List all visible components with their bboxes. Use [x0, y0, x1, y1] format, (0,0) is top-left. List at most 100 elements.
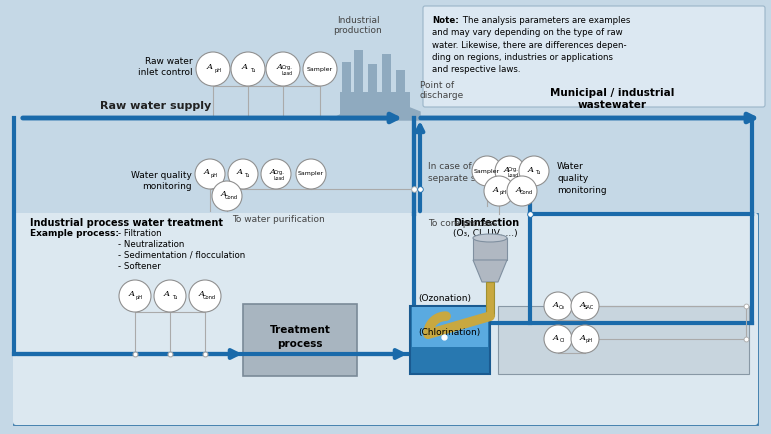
Text: Tu: Tu: [250, 68, 255, 73]
Text: pH: pH: [500, 190, 507, 195]
Circle shape: [154, 280, 186, 312]
Text: Load: Load: [508, 173, 519, 178]
Circle shape: [228, 159, 258, 189]
Polygon shape: [473, 260, 507, 282]
Circle shape: [303, 52, 337, 86]
Text: A: A: [528, 165, 534, 174]
Text: SAC: SAC: [584, 305, 594, 309]
Text: Load: Load: [274, 176, 284, 181]
Text: pH: pH: [210, 173, 217, 178]
Text: Example process:: Example process:: [30, 229, 119, 238]
Text: A: A: [270, 168, 276, 177]
Circle shape: [261, 159, 291, 189]
Text: A: A: [579, 301, 585, 309]
Circle shape: [495, 156, 525, 186]
Circle shape: [296, 159, 326, 189]
Text: Tu: Tu: [172, 295, 177, 300]
Circle shape: [231, 52, 265, 86]
Text: Load: Load: [281, 71, 292, 76]
Circle shape: [212, 181, 242, 211]
Text: Sampler: Sampler: [298, 171, 324, 177]
Circle shape: [519, 156, 549, 186]
Circle shape: [507, 176, 537, 206]
Text: Industrial: Industrial: [337, 16, 379, 25]
Text: A: A: [579, 334, 585, 342]
Bar: [473, 238, 507, 260]
Text: A: A: [552, 301, 558, 309]
FancyBboxPatch shape: [243, 304, 357, 376]
Text: pH: pH: [585, 338, 592, 342]
Circle shape: [119, 280, 151, 312]
Circle shape: [472, 156, 502, 186]
Text: Tu: Tu: [244, 173, 250, 178]
Text: A: A: [277, 63, 283, 71]
Text: Org.: Org.: [274, 170, 284, 175]
Bar: [340, 92, 410, 120]
Text: Treatment
process: Treatment process: [270, 325, 331, 349]
Text: In case of
separate sites: In case of separate sites: [428, 162, 492, 183]
Text: Tu: Tu: [535, 170, 541, 175]
Text: Municipal / industrial
wastewater: Municipal / industrial wastewater: [550, 88, 674, 110]
Bar: [368, 64, 377, 92]
Text: - Filtration: - Filtration: [118, 229, 162, 238]
Text: - Sedimentation / flocculation: - Sedimentation / flocculation: [118, 251, 245, 260]
Bar: [410, 306, 490, 374]
Text: production: production: [334, 26, 382, 35]
Text: (Chlorination): (Chlorination): [418, 328, 480, 336]
Text: Cond: Cond: [224, 195, 237, 200]
Text: A: A: [207, 63, 213, 71]
Text: (Ozonation): (Ozonation): [418, 295, 471, 303]
Bar: [382, 54, 391, 92]
Text: A: A: [493, 185, 499, 194]
Text: Cl: Cl: [560, 338, 564, 342]
Text: Org.: Org.: [508, 167, 519, 172]
Circle shape: [189, 280, 221, 312]
Text: A: A: [199, 290, 205, 299]
Text: The analysis parameters are examples: The analysis parameters are examples: [460, 16, 631, 25]
Text: A: A: [163, 290, 170, 299]
Text: and may vary depending on the type of raw
water. Likewise, there are differences: and may vary depending on the type of ra…: [432, 28, 627, 75]
Circle shape: [544, 292, 572, 320]
Text: pH: pH: [136, 295, 143, 300]
Text: A: A: [241, 63, 247, 71]
Circle shape: [196, 52, 230, 86]
Text: Point of
discharge: Point of discharge: [420, 81, 464, 100]
Text: O₃: O₃: [559, 305, 565, 309]
Text: Raw water supply: Raw water supply: [100, 101, 211, 111]
Text: To core process: To core process: [428, 219, 497, 228]
Text: Sampler: Sampler: [474, 168, 500, 174]
Text: Industrial process water treatment: Industrial process water treatment: [30, 218, 223, 228]
Text: A: A: [504, 165, 510, 174]
Text: Org.: Org.: [281, 65, 292, 70]
Circle shape: [571, 292, 599, 320]
Text: pH: pH: [214, 68, 221, 73]
Bar: [342, 62, 351, 92]
Text: A: A: [129, 290, 135, 299]
Text: (O₃, Cl, UV, ...): (O₃, Cl, UV, ...): [453, 229, 517, 238]
Bar: [412, 307, 488, 347]
Ellipse shape: [473, 234, 507, 242]
Text: A: A: [516, 185, 522, 194]
Text: Cond: Cond: [203, 295, 216, 300]
Text: Water
quality
monitoring: Water quality monitoring: [557, 162, 607, 194]
Text: - Softener: - Softener: [118, 262, 160, 271]
Circle shape: [266, 52, 300, 86]
Bar: [354, 50, 363, 92]
Text: To water purification: To water purification: [231, 215, 325, 224]
Text: Cond: Cond: [520, 190, 533, 195]
Bar: [486, 282, 494, 316]
FancyBboxPatch shape: [13, 213, 758, 425]
Circle shape: [571, 325, 599, 353]
Circle shape: [484, 176, 514, 206]
Text: A: A: [221, 191, 227, 198]
FancyBboxPatch shape: [423, 6, 765, 107]
Text: A: A: [204, 168, 210, 177]
Circle shape: [544, 325, 572, 353]
Text: Sampler: Sampler: [307, 66, 333, 72]
Text: A: A: [237, 168, 243, 177]
FancyBboxPatch shape: [14, 214, 757, 424]
Text: Raw water
inlet control: Raw water inlet control: [138, 56, 193, 77]
Circle shape: [195, 159, 225, 189]
Text: Disinfection: Disinfection: [453, 218, 519, 228]
Text: Water quality
monitoring: Water quality monitoring: [131, 171, 192, 191]
